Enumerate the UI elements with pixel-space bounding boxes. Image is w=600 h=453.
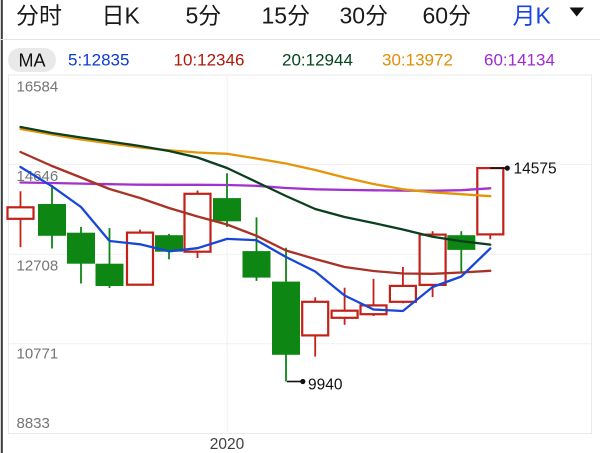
svg-text:5分: 5分: [186, 3, 222, 29]
svg-text:10771: 10771: [17, 346, 59, 363]
svg-text:30:13972: 30:13972: [382, 51, 453, 70]
svg-text:60:14134: 60:14134: [484, 51, 555, 70]
svg-text:20:12944: 20:12944: [282, 51, 353, 70]
svg-text:月K: 月K: [513, 3, 552, 29]
svg-text:30分: 30分: [340, 3, 389, 29]
svg-text:5:12835: 5:12835: [68, 51, 129, 70]
svg-text:12708: 12708: [17, 258, 59, 275]
svg-text:分时: 分时: [16, 3, 62, 29]
svg-text:60分: 60分: [423, 3, 472, 29]
svg-text:10:12346: 10:12346: [174, 51, 245, 70]
svg-text:2020: 2020: [210, 436, 245, 453]
svg-text:9940: 9940: [308, 377, 343, 394]
svg-text:日K: 日K: [102, 3, 141, 29]
svg-text:16584: 16584: [17, 79, 59, 96]
svg-text:14575: 14575: [514, 161, 557, 178]
svg-text:8833: 8833: [17, 415, 50, 432]
svg-text:MA: MA: [19, 51, 46, 71]
svg-text:15分: 15分: [262, 3, 311, 29]
